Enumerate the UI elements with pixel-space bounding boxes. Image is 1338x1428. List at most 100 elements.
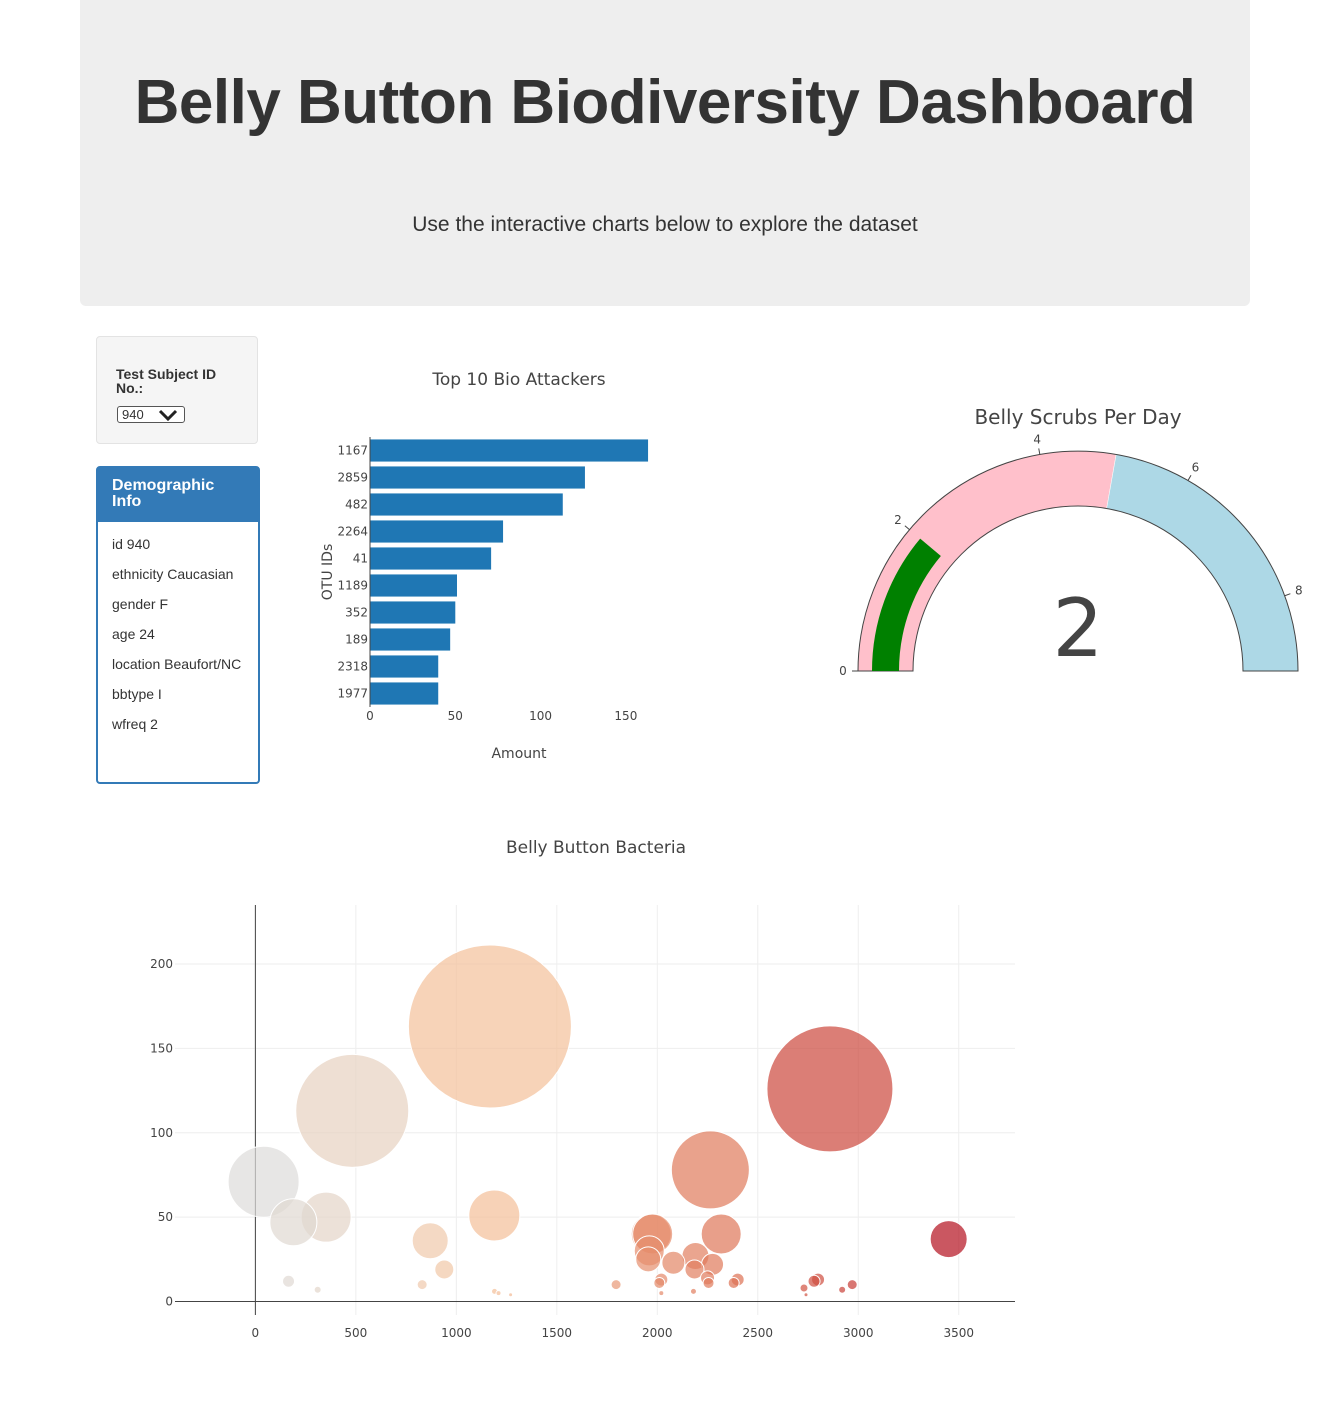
bubble-chart: Belly Button Bacteria 0 500 1000 1500 2000 250… bbox=[150, 838, 1015, 1340]
bar-2318 bbox=[370, 655, 439, 678]
bubble-point bbox=[295, 1053, 410, 1168]
page-subtitle: Use the interactive charts below to expl… bbox=[412, 213, 918, 236]
page-title: Belly Button Biodiversity Dashboard bbox=[134, 68, 1196, 137]
bar-2859 bbox=[370, 466, 585, 489]
bubble-point bbox=[929, 1220, 968, 1259]
gauge-title: Belly Scrubs Per Day bbox=[974, 405, 1181, 429]
bubble-y-tick-label: 200 bbox=[150, 957, 173, 971]
bar-1167 bbox=[370, 439, 649, 462]
bar-41 bbox=[370, 547, 492, 570]
bubble-chart-title: Belly Button Bacteria bbox=[506, 838, 686, 858]
bubble-point bbox=[807, 1274, 821, 1288]
bubble-x-tick-label: 500 bbox=[344, 1326, 367, 1340]
bubble-point bbox=[227, 1145, 300, 1218]
bubble-point bbox=[610, 1279, 622, 1291]
bubble-point bbox=[766, 1025, 894, 1153]
subject-id-value: 940 bbox=[122, 407, 144, 422]
gauge-tick-mark bbox=[904, 525, 910, 530]
gauge-outline bbox=[857, 450, 1299, 672]
bubble-x-tick-label: 2500 bbox=[743, 1326, 774, 1340]
bubble-point bbox=[434, 1259, 455, 1280]
bubble-point bbox=[495, 1290, 502, 1297]
gauge-tick-label: 0 bbox=[839, 664, 847, 678]
bubble-point bbox=[661, 1250, 686, 1275]
bubble-point bbox=[727, 1276, 740, 1289]
subject-select-well: Test Subject ID No.: 940 bbox=[96, 336, 258, 444]
bar-x-axis-label: Amount bbox=[491, 746, 547, 762]
bubble-point bbox=[700, 1213, 742, 1255]
bar-category-label: 2264 bbox=[337, 525, 368, 539]
bubble-y-tick-label: 50 bbox=[158, 1210, 173, 1224]
bubble-point bbox=[653, 1276, 666, 1289]
bubble-point bbox=[702, 1276, 715, 1289]
bubble-point bbox=[846, 1279, 858, 1291]
subject-select-label: Test Subject ID No.: bbox=[116, 366, 217, 396]
demographic-row: age 24 bbox=[112, 626, 155, 642]
bubble-point bbox=[658, 1290, 665, 1297]
demographic-panel-body: id 940 ethnicity Caucasian gender F age 24 l… bbox=[98, 522, 258, 756]
bar-category-label: 1977 bbox=[337, 687, 368, 701]
bar-1189 bbox=[370, 574, 457, 597]
bubble-y-tick-label: 100 bbox=[150, 1126, 173, 1140]
bubble-point bbox=[684, 1259, 705, 1280]
bubble-y-tick-label: 150 bbox=[150, 1041, 173, 1055]
demographic-panel-title: Demographic Info bbox=[98, 468, 258, 522]
bar-chart-title: Top 10 Bio Attackers bbox=[431, 370, 605, 390]
bubble-point bbox=[416, 1279, 428, 1291]
bubble-point bbox=[803, 1292, 809, 1298]
bubble-point bbox=[838, 1285, 847, 1294]
bar-482 bbox=[370, 493, 563, 516]
bar-category-label: 1189 bbox=[337, 579, 368, 593]
bubble-point bbox=[799, 1283, 809, 1293]
bubble-x-tick-label: 1000 bbox=[441, 1326, 472, 1340]
bar-x-tick-label: 50 bbox=[448, 709, 463, 723]
bubble-point bbox=[407, 944, 572, 1109]
bar-category-label: 41 bbox=[353, 552, 368, 566]
demographic-row: gender F bbox=[112, 596, 169, 612]
bar-352 bbox=[370, 601, 456, 624]
demographic-panel: Demographic Info id 940 ethnicity Caucasi… bbox=[96, 466, 260, 784]
bar-x-tick-label: 100 bbox=[529, 709, 552, 723]
bubble-point bbox=[689, 1287, 697, 1295]
bubble-x-tick-label: 2000 bbox=[642, 1326, 673, 1340]
bar-2264 bbox=[370, 520, 504, 543]
bubble-point bbox=[635, 1246, 662, 1273]
bubble-point bbox=[411, 1222, 449, 1260]
bar-category-label: 1167 bbox=[337, 444, 368, 458]
bar-category-label: 352 bbox=[345, 606, 368, 620]
bubble-point bbox=[670, 1130, 750, 1210]
subject-id-select[interactable]: 940 bbox=[117, 406, 185, 423]
belly-scrubs-gauge: Belly Scrubs Per Day 0 2 4 6 8 2 bbox=[839, 405, 1303, 678]
gauge-tick-mark bbox=[1187, 475, 1192, 481]
chevron-down-icon bbox=[158, 409, 178, 421]
bubble-point bbox=[508, 1292, 514, 1298]
bar-189 bbox=[370, 628, 451, 651]
bubble-x-tick-label: 3000 bbox=[843, 1326, 874, 1340]
gauge-tick-label: 8 bbox=[1295, 584, 1303, 598]
bar-category-label: 2859 bbox=[337, 471, 368, 485]
bar-1977 bbox=[370, 682, 439, 705]
bar-x-tick-label: 0 bbox=[366, 709, 374, 723]
bubble-point bbox=[468, 1189, 521, 1242]
bar-category-label: 2318 bbox=[337, 660, 368, 674]
gauge-tick-label: 4 bbox=[1033, 433, 1041, 447]
bubble-x-tick-label: 3500 bbox=[943, 1326, 974, 1340]
demographic-row: ethnicity Caucasian bbox=[112, 566, 234, 582]
header-jumbotron: Belly Button Biodiversity Dashboard Use … bbox=[80, 0, 1250, 306]
gauge-value-bar bbox=[872, 538, 941, 671]
bar-x-tick-label: 150 bbox=[614, 709, 637, 723]
bubble-x-tick-label: 0 bbox=[252, 1326, 260, 1340]
gauge-value-label: 2 bbox=[1053, 582, 1104, 675]
bar-category-label: 482 bbox=[345, 498, 368, 512]
demographic-row: location Beaufort/NC bbox=[112, 656, 242, 672]
bar-y-axis-label: OTU IDs bbox=[320, 544, 336, 600]
bubble-point bbox=[269, 1198, 318, 1247]
demographic-row: id 940 bbox=[112, 536, 151, 552]
gauge-tick-label: 6 bbox=[1192, 460, 1200, 474]
bubble-point bbox=[313, 1285, 322, 1294]
bubble-x-tick-label: 1500 bbox=[542, 1326, 573, 1340]
bubble-point bbox=[282, 1274, 296, 1288]
top10-bar-chart: Top 10 Bio Attackers 1167 2859 482 2264 41 118… bbox=[320, 370, 649, 762]
gauge-tick-mark bbox=[1038, 448, 1041, 455]
gauge-tick-mark bbox=[1284, 593, 1291, 597]
